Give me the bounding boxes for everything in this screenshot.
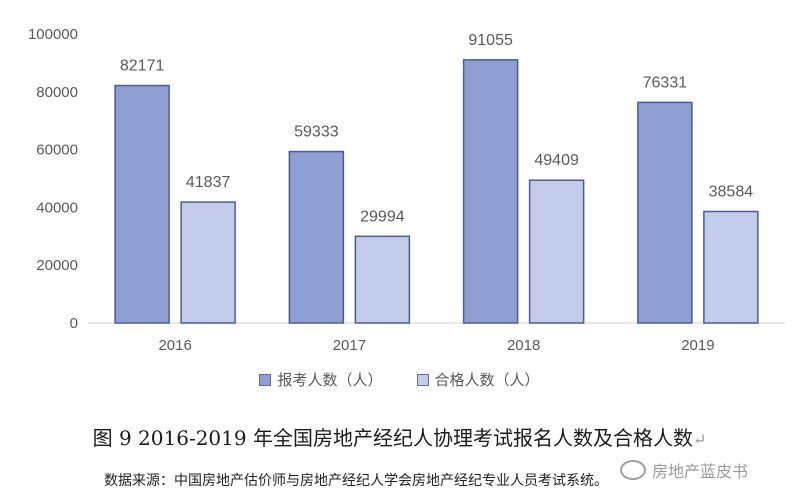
source-note: 数据来源：中国房地产估价师与房地产经纪人学会房地产经纪专业人员考试系统。: [104, 473, 608, 489]
y-tick-label: 60000: [36, 142, 78, 159]
legend-item-series-1: 报考人数（人）: [259, 369, 383, 390]
y-tick-label: 0: [70, 315, 78, 332]
bar-2-2019: [703, 210, 759, 324]
y-tick-label: 40000: [36, 199, 78, 216]
x-tick-label: 2016: [158, 337, 191, 354]
bar-2-2018: [528, 179, 585, 324]
watermark-text: 房地产蓝皮书: [652, 462, 749, 481]
caption-text: 图 9 2016-2019 年全国房地产经纪人协理考试报名人数及合格人数: [92, 426, 693, 450]
legend-label-series-2: 合格人数（人）: [434, 371, 540, 389]
y-tick-label: 20000: [36, 257, 78, 274]
legend: 报考人数（人） 合格人数（人）: [0, 369, 799, 390]
x-tick-label: 2018: [507, 337, 540, 354]
data-label: 38584: [709, 183, 754, 200]
wechat-icon: [620, 460, 646, 480]
bar-1-2018: [462, 59, 519, 324]
figure-caption: 图 9 2016-2019 年全国房地产经纪人协理考试报名人数及合格人数↵: [0, 422, 799, 451]
x-tick-label: 2017: [333, 337, 366, 354]
bar-chart: 0 20000 40000 60000 80000 100000 2016 82171 4183…: [28, 26, 785, 354]
x-tick-label: 2019: [681, 337, 714, 354]
y-tick-label: 100000: [28, 26, 78, 43]
data-label: 59333: [294, 124, 339, 141]
legend-swatch-series-2: [416, 373, 429, 386]
y-tick-label: 80000: [36, 84, 78, 101]
bar-1-2017: [288, 150, 345, 324]
data-label: 91055: [468, 32, 513, 49]
watermark: 房地产蓝皮书: [620, 458, 748, 482]
legend-label-series-1: 报考人数（人）: [277, 371, 383, 389]
return-mark: ↵: [692, 430, 707, 449]
bar-1-2019: [637, 101, 693, 324]
data-label: 76331: [643, 74, 688, 91]
data-label: 29994: [360, 208, 405, 225]
bar-2-2016: [180, 201, 236, 324]
bar-1-2016: [114, 84, 170, 324]
legend-item-series-2: 合格人数（人）: [416, 369, 540, 390]
legend-swatch-series-1: [259, 373, 272, 386]
bar-2-2017: [354, 235, 411, 324]
data-label: 82171: [120, 58, 165, 75]
data-label: 41837: [186, 174, 231, 191]
data-label: 49409: [534, 152, 579, 169]
